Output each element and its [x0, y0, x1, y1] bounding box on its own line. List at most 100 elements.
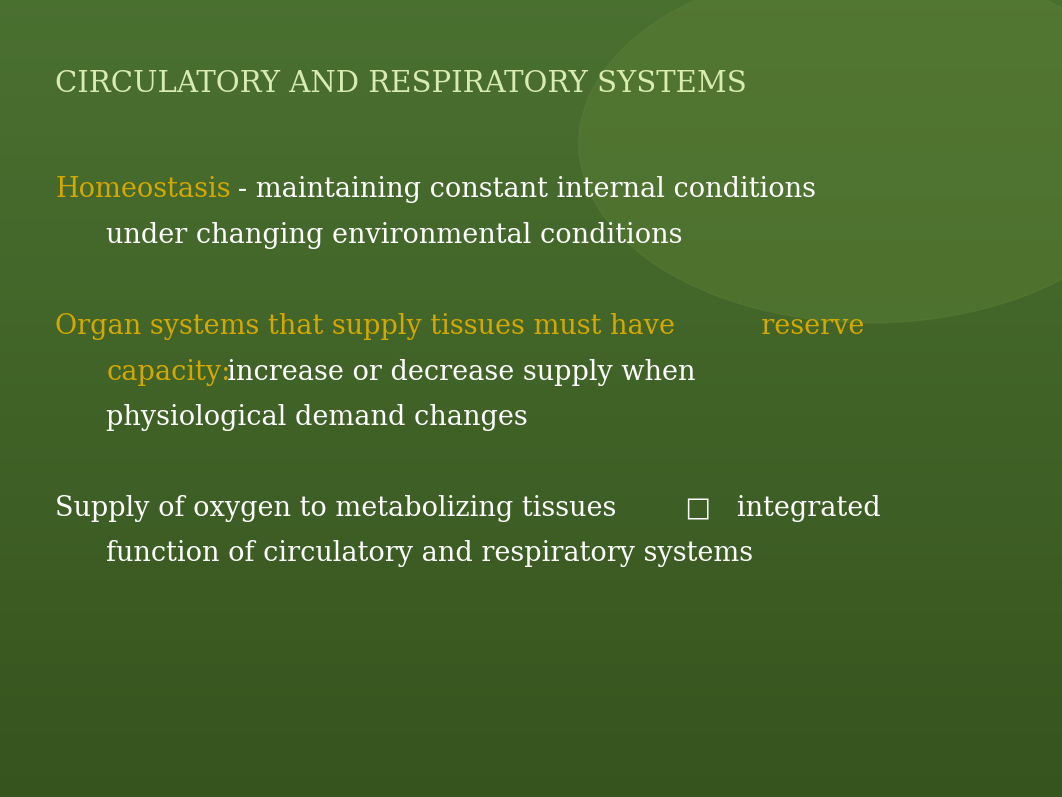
Ellipse shape	[579, 0, 1062, 323]
Text: Organ systems that supply tissues must have          reserve: Organ systems that supply tissues must h…	[55, 313, 864, 340]
Text: physiological demand changes: physiological demand changes	[106, 404, 528, 431]
Bar	[0, 643, 1062, 648]
Bar	[0, 404, 1062, 409]
Bar	[0, 775, 1062, 781]
Bar	[0, 101, 1062, 106]
Bar	[0, 436, 1062, 441]
Bar	[0, 473, 1062, 478]
Bar	[0, 685, 1062, 691]
Bar	[0, 213, 1062, 218]
Bar	[0, 717, 1062, 723]
Text: under changing environmental conditions: under changing environmental conditions	[106, 222, 683, 249]
Bar	[0, 638, 1062, 643]
Bar	[0, 383, 1062, 388]
Bar	[0, 292, 1062, 297]
Bar	[0, 218, 1062, 223]
Bar	[0, 664, 1062, 669]
Bar	[0, 526, 1062, 532]
Bar	[0, 494, 1062, 500]
Bar	[0, 165, 1062, 170]
Bar	[0, 340, 1062, 345]
Bar	[0, 223, 1062, 229]
Bar	[0, 361, 1062, 367]
Bar	[0, 351, 1062, 356]
Bar	[0, 468, 1062, 473]
Bar	[0, 255, 1062, 261]
Bar	[0, 53, 1062, 58]
Bar	[0, 106, 1062, 112]
Bar	[0, 723, 1062, 728]
Bar	[0, 536, 1062, 542]
Bar	[0, 755, 1062, 760]
Bar	[0, 377, 1062, 383]
Bar	[0, 345, 1062, 351]
Bar	[0, 574, 1062, 579]
Bar	[0, 372, 1062, 377]
Bar	[0, 117, 1062, 122]
Bar	[0, 58, 1062, 64]
Bar	[0, 579, 1062, 584]
Bar	[0, 781, 1062, 787]
Bar	[0, 542, 1062, 548]
Bar	[0, 701, 1062, 707]
Bar	[0, 552, 1062, 558]
Bar	[0, 430, 1062, 436]
Bar	[0, 510, 1062, 516]
Bar	[0, 489, 1062, 494]
Bar	[0, 64, 1062, 69]
Bar	[0, 48, 1062, 53]
Bar	[0, 749, 1062, 755]
Bar	[0, 691, 1062, 696]
Bar	[0, 659, 1062, 664]
Bar	[0, 520, 1062, 526]
Bar	[0, 484, 1062, 489]
Bar	[0, 10, 1062, 16]
Bar	[0, 462, 1062, 468]
Bar	[0, 170, 1062, 175]
Bar	[0, 154, 1062, 159]
Bar	[0, 568, 1062, 574]
Bar	[0, 616, 1062, 622]
Bar	[0, 425, 1062, 430]
Bar	[0, 143, 1062, 149]
Bar	[0, 159, 1062, 165]
Bar	[0, 457, 1062, 462]
Bar	[0, 324, 1062, 329]
Bar	[0, 398, 1062, 404]
Bar	[0, 611, 1062, 616]
Bar	[0, 245, 1062, 249]
Bar	[0, 548, 1062, 552]
Bar	[0, 739, 1062, 744]
Bar	[0, 96, 1062, 101]
Bar	[0, 584, 1062, 590]
Text: Homeostasis: Homeostasis	[55, 176, 230, 203]
Bar	[0, 744, 1062, 749]
Bar	[0, 0, 1062, 6]
Text: - maintaining constant internal conditions: - maintaining constant internal conditio…	[212, 176, 817, 203]
Bar	[0, 414, 1062, 420]
Bar	[0, 505, 1062, 510]
Bar	[0, 765, 1062, 771]
Bar	[0, 500, 1062, 505]
Bar	[0, 149, 1062, 154]
Bar	[0, 133, 1062, 138]
Bar	[0, 42, 1062, 48]
Bar	[0, 606, 1062, 611]
Bar	[0, 791, 1062, 797]
Bar	[0, 728, 1062, 733]
Bar	[0, 6, 1062, 10]
Bar	[0, 32, 1062, 37]
Bar	[0, 478, 1062, 484]
Bar	[0, 277, 1062, 281]
Bar	[0, 234, 1062, 239]
Bar	[0, 516, 1062, 520]
Bar	[0, 90, 1062, 96]
Bar	[0, 787, 1062, 791]
Bar	[0, 191, 1062, 197]
Bar	[0, 80, 1062, 85]
Bar	[0, 74, 1062, 80]
Bar	[0, 590, 1062, 595]
Text: CIRCULATORY AND RESPIRATORY SYSTEMS: CIRCULATORY AND RESPIRATORY SYSTEMS	[55, 69, 747, 98]
Bar	[0, 261, 1062, 265]
Bar	[0, 669, 1062, 675]
